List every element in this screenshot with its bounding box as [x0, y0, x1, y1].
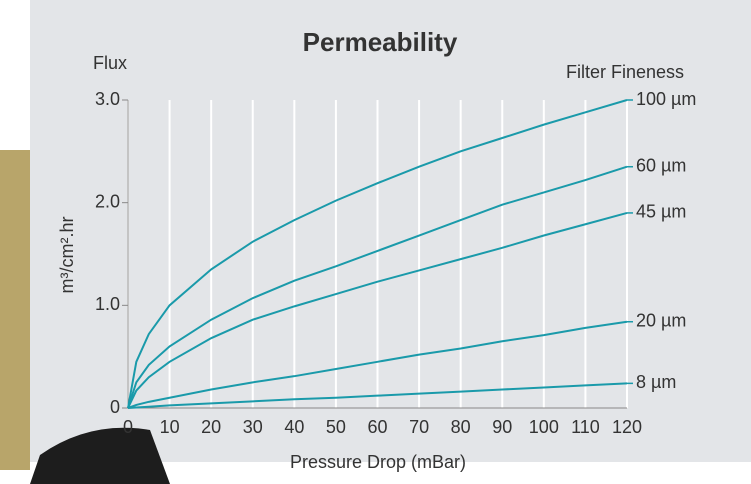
x-tick-label: 70: [409, 417, 429, 437]
x-tick-label: 90: [492, 417, 512, 437]
x-tick-label: 50: [326, 417, 346, 437]
chart-title: Permeability: [303, 27, 458, 57]
x-tick-label: 120: [612, 417, 642, 437]
y-tick-label: 0: [110, 397, 120, 417]
legend-label: 45 µm: [636, 202, 686, 222]
x-tick-label: 80: [451, 417, 471, 437]
series-line: [127, 165, 628, 409]
series-line: [127, 99, 628, 409]
y-top-label: Flux: [93, 53, 127, 73]
legend-label: 60 µm: [636, 155, 686, 175]
filter-image: [0, 150, 30, 470]
x-tick-label: 0: [123, 417, 133, 437]
x-tick-label: 40: [284, 417, 304, 437]
legend-label: 100 µm: [636, 89, 696, 109]
filter-cylinder: [30, 427, 170, 484]
x-tick-label: 60: [367, 417, 387, 437]
series-line: [127, 320, 628, 409]
legend-label: 8 µm: [636, 372, 676, 392]
series-line: [127, 382, 628, 409]
x-tick-label: 100: [529, 417, 559, 437]
y-tick-label: 1.0: [95, 294, 120, 314]
x-tick-label: 30: [243, 417, 263, 437]
y-axis-label: m³/cm².hr: [57, 217, 77, 294]
panel: [30, 0, 751, 462]
legend-label: 20 µm: [636, 311, 686, 331]
y-tick-label: 2.0: [95, 191, 120, 211]
y-tick-label: 3.0: [95, 89, 120, 109]
legend-title: Filter Fineness: [566, 62, 684, 82]
x-tick-label: 20: [201, 417, 221, 437]
x-tick-label: 110: [571, 417, 600, 437]
x-axis-label: Pressure Drop (mBar): [290, 452, 466, 472]
series-line: [127, 211, 628, 409]
x-tick-label: 10: [160, 417, 180, 437]
